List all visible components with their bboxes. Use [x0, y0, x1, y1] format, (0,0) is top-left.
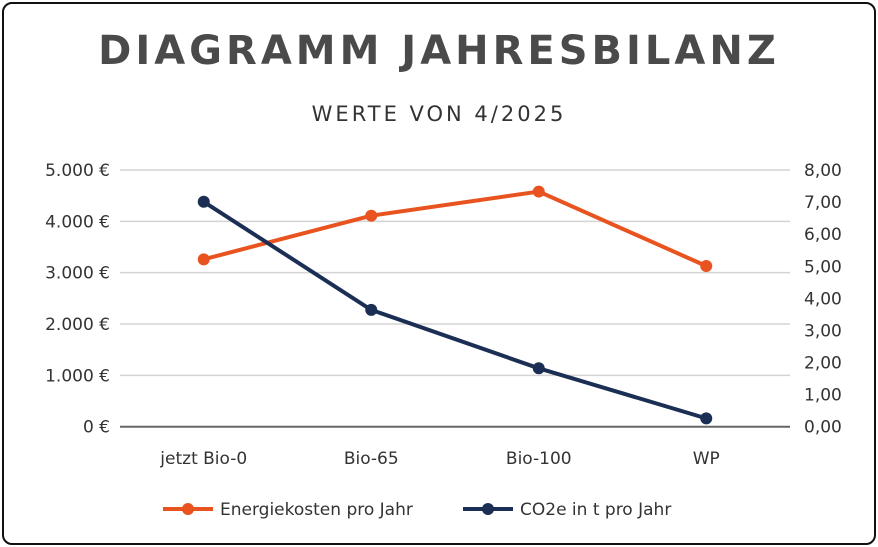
data-point	[532, 185, 545, 198]
y-left-tick-label: 4.000 €	[45, 212, 110, 232]
data-point	[197, 253, 210, 266]
y-left-tick-label: 5.000 €	[45, 161, 110, 181]
data-point	[197, 195, 210, 208]
y-left-tick-label: 2.000 €	[45, 315, 110, 335]
chart-title: DIAGRAMM JAHRESBILANZ	[98, 28, 780, 74]
y-right-tick-label: 8,00	[804, 161, 842, 181]
y-right-tick-label: 3,00	[804, 321, 842, 341]
x-tick-label: jetzt Bio-0	[159, 449, 247, 469]
y-right-tick-label: 4,00	[804, 289, 842, 309]
legend-label: Energiekosten pro Jahr	[220, 500, 413, 520]
legend-label: CO2e in t pro Jahr	[520, 500, 671, 520]
y-right-tick-label: 0,00	[804, 418, 842, 438]
y-right-tick-label: 2,00	[804, 354, 842, 374]
y-right-tick-label: 6,00	[804, 225, 842, 245]
x-tick-label: WP	[693, 449, 720, 469]
data-point	[365, 209, 378, 222]
legend-marker	[482, 503, 494, 515]
y-right-tick-label: 7,00	[804, 193, 842, 213]
series-line-0	[203, 189, 708, 268]
x-tick-label: Bio-65	[344, 449, 399, 469]
data-point	[365, 303, 378, 316]
y-left-tick-label: 0 €	[83, 418, 110, 438]
legend-marker	[182, 503, 194, 515]
y-left-tick-label: 3.000 €	[45, 264, 110, 284]
y-left-tick-label: 1.000 €	[45, 366, 110, 386]
x-tick-label: Bio-100	[506, 449, 572, 469]
data-point	[700, 412, 713, 425]
chart-subtitle: WERTE VON 4/2025	[311, 102, 567, 126]
series-line-1	[202, 200, 707, 421]
data-point	[532, 362, 545, 375]
y-right-tick-label: 5,00	[804, 257, 842, 277]
data-point	[700, 260, 713, 273]
y-right-tick-label: 1,00	[804, 386, 842, 406]
